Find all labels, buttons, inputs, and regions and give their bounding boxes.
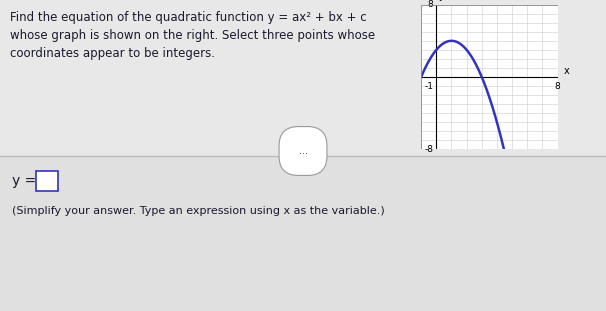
Text: y: y xyxy=(439,0,444,1)
Text: -1: -1 xyxy=(424,81,433,91)
Text: whose graph is shown on the right. Select three points whose: whose graph is shown on the right. Selec… xyxy=(10,29,375,42)
Text: y =: y = xyxy=(12,174,36,188)
Text: (Simplify your answer. Type an expression using x as the variable.): (Simplify your answer. Type an expressio… xyxy=(12,206,385,216)
Text: x: x xyxy=(564,66,569,76)
Text: 8: 8 xyxy=(554,82,561,91)
FancyBboxPatch shape xyxy=(0,156,606,311)
FancyBboxPatch shape xyxy=(36,171,58,191)
Text: 8: 8 xyxy=(428,0,433,9)
Text: Find the equation of the quadratic function y = ax² + bx + c: Find the equation of the quadratic funct… xyxy=(10,11,367,24)
FancyBboxPatch shape xyxy=(0,0,606,156)
Text: -8: -8 xyxy=(424,145,433,154)
Text: coordinates appear to be integers.: coordinates appear to be integers. xyxy=(10,47,215,60)
Text: ...: ... xyxy=(299,146,307,156)
